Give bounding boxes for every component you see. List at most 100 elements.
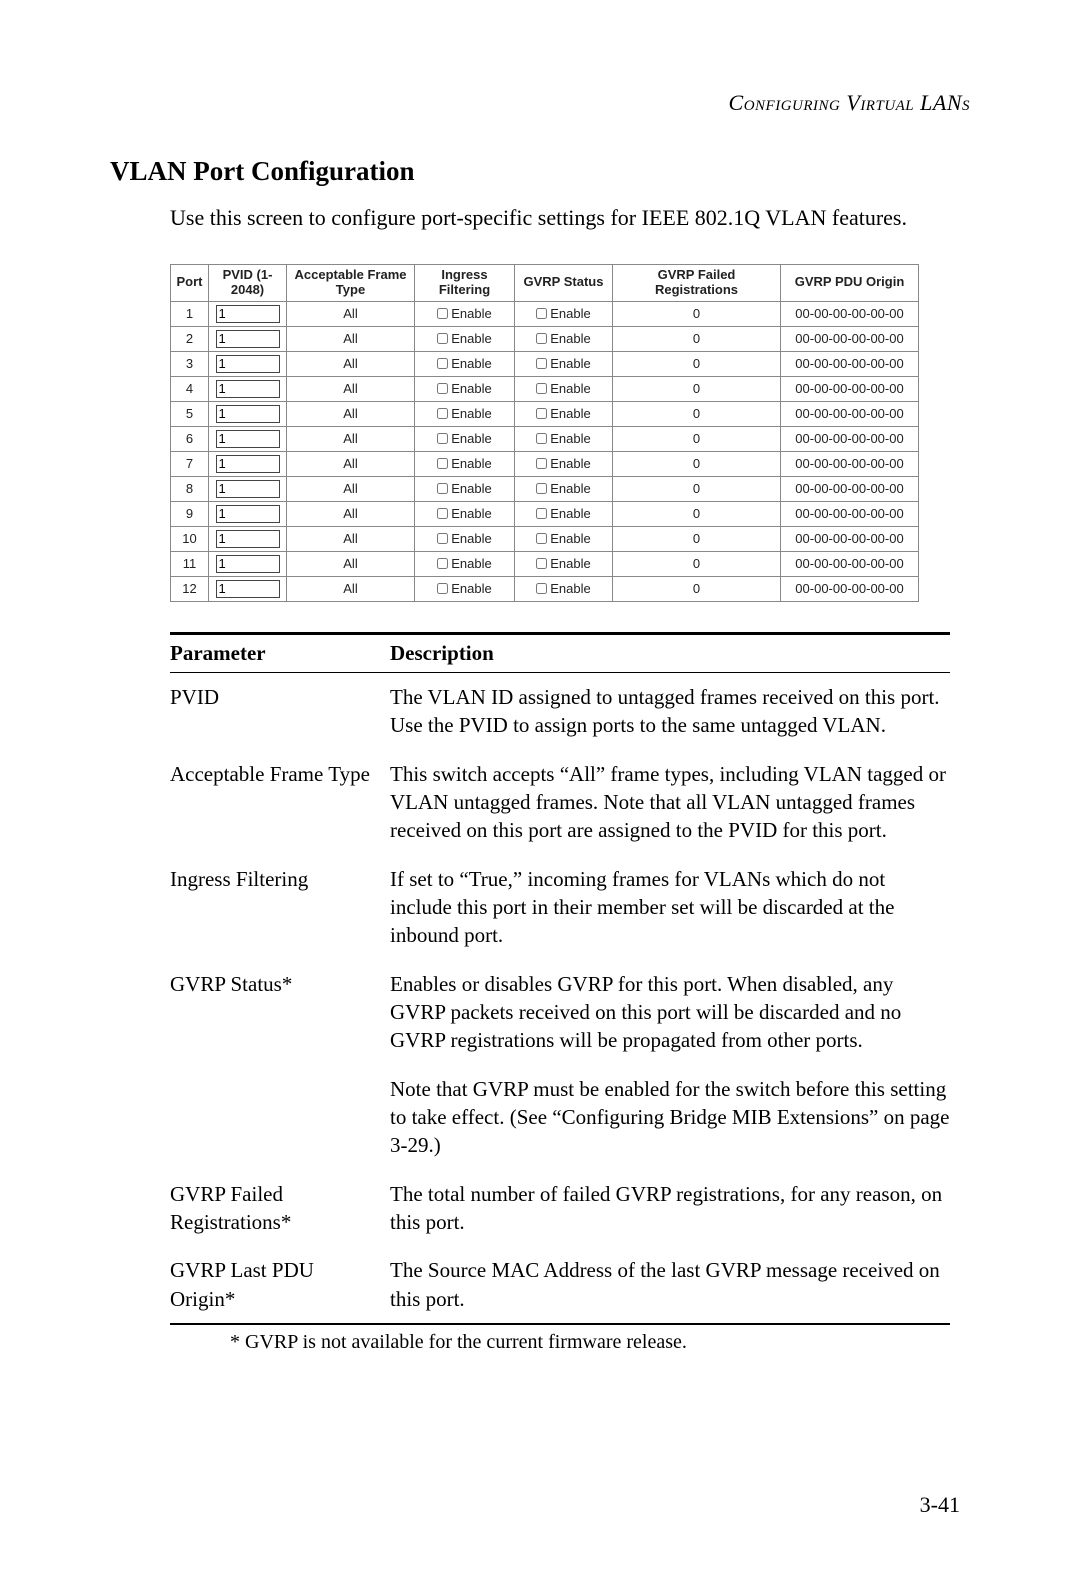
gvrp-pdu-cell: 00-00-00-00-00-00 xyxy=(781,451,919,476)
gvrp-status-cell: Enable xyxy=(515,576,613,601)
table-row: 9AllEnableEnable000-00-00-00-00-00 xyxy=(171,501,919,526)
ingress-cell: Enable xyxy=(415,401,515,426)
param-name-cell: Ingress Filtering xyxy=(170,855,390,960)
gvrp-status-checkbox[interactable] xyxy=(536,358,547,369)
pvid-cell xyxy=(209,326,287,351)
gvrp-status-cell: Enable xyxy=(515,526,613,551)
port-cell: 8 xyxy=(171,476,209,501)
pvid-input[interactable] xyxy=(216,380,280,398)
ingress-checkbox[interactable] xyxy=(437,433,448,444)
pvid-cell xyxy=(209,476,287,501)
param-row: GVRP Status*Enables or disables GVRP for… xyxy=(170,960,950,1065)
gvrp-status-checkbox[interactable] xyxy=(536,483,547,494)
port-cell: 2 xyxy=(171,326,209,351)
gvrp-pdu-cell: 00-00-00-00-00-00 xyxy=(781,476,919,501)
ingress-checkbox[interactable] xyxy=(437,558,448,569)
ingress-checkbox[interactable] xyxy=(437,508,448,519)
gvrp-status-checkbox[interactable] xyxy=(536,458,547,469)
ingress-checkbox[interactable] xyxy=(437,458,448,469)
aft-cell: All xyxy=(287,451,415,476)
gvrp-failed-cell: 0 xyxy=(613,326,781,351)
gvrp-status-checkbox[interactable] xyxy=(536,308,547,319)
ingress-cell: Enable xyxy=(415,326,515,351)
pvid-cell xyxy=(209,501,287,526)
aft-cell: All xyxy=(287,551,415,576)
gvrp-status-label: Enable xyxy=(550,581,590,596)
ingress-label: Enable xyxy=(451,306,491,321)
ingress-label: Enable xyxy=(451,556,491,571)
gvrp-status-cell: Enable xyxy=(515,501,613,526)
gvrp-status-checkbox[interactable] xyxy=(536,433,547,444)
gvrp-status-label: Enable xyxy=(550,456,590,471)
gvrp-failed-cell: 0 xyxy=(613,476,781,501)
gvrp-status-checkbox[interactable] xyxy=(536,583,547,594)
col-gvrp-status: GVRP Status xyxy=(515,265,613,302)
ingress-checkbox[interactable] xyxy=(437,308,448,319)
port-cell: 11 xyxy=(171,551,209,576)
pvid-input[interactable] xyxy=(216,480,280,498)
gvrp-status-checkbox[interactable] xyxy=(536,533,547,544)
param-row: GVRP Failed Registrations*The total numb… xyxy=(170,1170,950,1247)
ingress-cell: Enable xyxy=(415,501,515,526)
gvrp-failed-cell: 0 xyxy=(613,376,781,401)
param-name-cell xyxy=(170,1065,390,1170)
param-row: Ingress FilteringIf set to “True,” incom… xyxy=(170,855,950,960)
gvrp-status-checkbox[interactable] xyxy=(536,408,547,419)
ingress-checkbox[interactable] xyxy=(437,408,448,419)
gvrp-status-checkbox[interactable] xyxy=(536,508,547,519)
gvrp-status-label: Enable xyxy=(550,331,590,346)
port-cell: 9 xyxy=(171,501,209,526)
pvid-input[interactable] xyxy=(216,530,280,548)
ingress-checkbox[interactable] xyxy=(437,533,448,544)
param-desc-cell: The VLAN ID assigned to untagged frames … xyxy=(390,672,950,749)
ingress-checkbox[interactable] xyxy=(437,333,448,344)
footnote: * GVRP is not available for the current … xyxy=(230,1331,970,1354)
vlan-port-config-table: Port PVID (1-2048) Acceptable Frame Type… xyxy=(170,264,919,602)
intro-text: Use this screen to configure port-specif… xyxy=(170,201,970,234)
param-row: Note that GVRP must be enabled for the s… xyxy=(170,1065,950,1170)
ingress-cell: Enable xyxy=(415,376,515,401)
ingress-label: Enable xyxy=(451,431,491,446)
gvrp-pdu-cell: 00-00-00-00-00-00 xyxy=(781,426,919,451)
ingress-cell: Enable xyxy=(415,576,515,601)
ingress-checkbox[interactable] xyxy=(437,358,448,369)
gvrp-pdu-cell: 00-00-00-00-00-00 xyxy=(781,351,919,376)
pvid-input[interactable] xyxy=(216,330,280,348)
pvid-input[interactable] xyxy=(216,505,280,523)
ingress-label: Enable xyxy=(451,456,491,471)
pvid-cell xyxy=(209,401,287,426)
ingress-checkbox[interactable] xyxy=(437,483,448,494)
pvid-cell xyxy=(209,451,287,476)
gvrp-status-checkbox[interactable] xyxy=(536,383,547,394)
gvrp-status-checkbox[interactable] xyxy=(536,558,547,569)
param-name-cell: GVRP Failed Registrations* xyxy=(170,1170,390,1247)
ingress-cell: Enable xyxy=(415,301,515,326)
ingress-checkbox[interactable] xyxy=(437,383,448,394)
pvid-input[interactable] xyxy=(216,305,280,323)
ingress-checkbox[interactable] xyxy=(437,583,448,594)
ingress-cell: Enable xyxy=(415,426,515,451)
port-cell: 6 xyxy=(171,426,209,451)
pvid-input[interactable] xyxy=(216,555,280,573)
section-title: VLAN Port Configuration xyxy=(110,156,970,187)
pvid-input[interactable] xyxy=(216,430,280,448)
pvid-input[interactable] xyxy=(216,580,280,598)
pvid-input[interactable] xyxy=(216,405,280,423)
gvrp-failed-cell: 0 xyxy=(613,526,781,551)
pvid-input[interactable] xyxy=(216,455,280,473)
param-name-cell: GVRP Last PDU Origin* xyxy=(170,1246,390,1324)
param-desc-cell: Note that GVRP must be enabled for the s… xyxy=(390,1065,950,1170)
ingress-cell: Enable xyxy=(415,351,515,376)
gvrp-status-cell: Enable xyxy=(515,551,613,576)
gvrp-status-checkbox[interactable] xyxy=(536,333,547,344)
ingress-label: Enable xyxy=(451,531,491,546)
pvid-input[interactable] xyxy=(216,355,280,373)
col-port: Port xyxy=(171,265,209,302)
aft-cell: All xyxy=(287,501,415,526)
gvrp-status-cell: Enable xyxy=(515,376,613,401)
gvrp-status-label: Enable xyxy=(550,531,590,546)
gvrp-status-cell: Enable xyxy=(515,326,613,351)
param-desc-cell: This switch accepts “All” frame types, i… xyxy=(390,750,950,855)
col-aft: Acceptable Frame Type xyxy=(287,265,415,302)
table-row: 4AllEnableEnable000-00-00-00-00-00 xyxy=(171,376,919,401)
